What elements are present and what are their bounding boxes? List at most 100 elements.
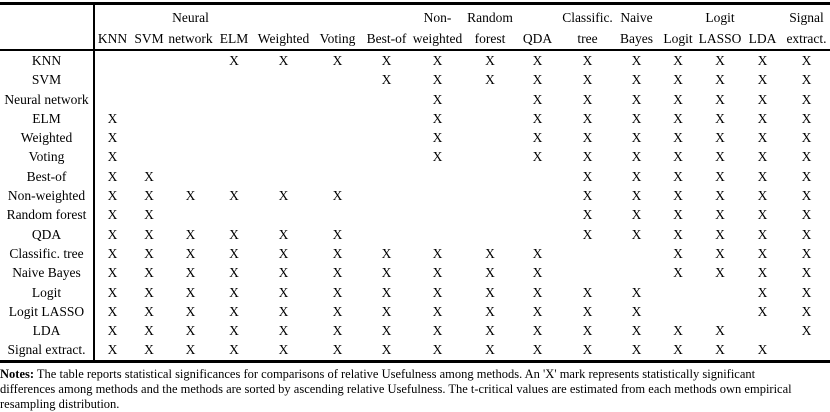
significance-mark-cell: X: [715, 149, 725, 165]
significance-mark-cell: X: [144, 168, 154, 184]
row-label: QDA: [0, 224, 95, 244]
table-body: KNN X X X X X X X X X X X X X SVM X X X X X X X X X X Neural netw…: [0, 50, 830, 362]
column-header-line1-9: [515, 4, 560, 29]
significance-mark-cell: X: [485, 72, 495, 88]
significance-mark-cell: X: [229, 265, 239, 281]
significance-mark-cell: X: [332, 303, 343, 319]
significance-mark-cell: X: [144, 188, 154, 204]
significance-mark-cell: X: [801, 130, 812, 146]
column-header-5: Voting: [312, 28, 363, 51]
significance-mark-cell: X: [757, 284, 768, 300]
significance-mark-cell: X: [582, 188, 593, 204]
significance-mark-cell: X: [673, 91, 683, 107]
significance-mark-cell: X: [757, 303, 768, 319]
significance-mark-cell: X: [631, 207, 642, 223]
significance-mark-cell: X: [432, 265, 443, 281]
significance-mark-cell: X: [757, 207, 768, 223]
significance-mark-cell: X: [715, 245, 725, 261]
column-header-line1-12: [658, 4, 698, 29]
significance-mark-cell: X: [801, 188, 812, 204]
empty-cell: [363, 225, 410, 244]
significance-mark-cell: X: [432, 110, 443, 126]
significance-mark-cell: X: [673, 323, 683, 339]
significance-mark-cell: X: [532, 130, 543, 146]
significance-mark-cell: X: [144, 303, 154, 319]
significance-mark-cell: X: [757, 91, 768, 107]
significance-mark-cell: X: [673, 72, 683, 88]
table-notes: Notes: The table reports statistical sig…: [0, 367, 830, 412]
significance-mark-cell: X: [631, 72, 642, 88]
table-row: SVM X X X X X X X X X X: [0, 70, 830, 90]
empty-cell: [312, 90, 363, 109]
empty-cell: [363, 128, 410, 147]
significance-mark-cell: X: [673, 53, 683, 68]
empty-cell: [130, 109, 168, 128]
significance-mark-cell: X: [432, 245, 443, 261]
significance-mark-cell: X: [332, 188, 343, 204]
significance-mark-cell: X: [432, 284, 443, 300]
significance-mark-cell: X: [631, 323, 642, 339]
significance-mark-cell: X: [185, 323, 196, 339]
significance-mark-cell: X: [532, 284, 543, 300]
significance-mark-cell: X: [757, 226, 768, 242]
significance-mark-cell: X: [715, 226, 725, 242]
empty-cell: [168, 147, 213, 166]
significance-mark-cell: X: [229, 303, 239, 319]
empty-cell: [410, 186, 465, 205]
significance-mark-cell: X: [144, 245, 154, 261]
significance-mark-cell: X: [107, 245, 118, 261]
significance-mark-cell: X: [715, 168, 725, 184]
table-row: Voting X X X X X X X X X: [0, 147, 830, 167]
significance-mark-cell: X: [229, 53, 239, 68]
empty-cell: [465, 167, 515, 186]
empty-cell: [465, 90, 515, 109]
significance-mark-cell: X: [381, 303, 392, 319]
significance-mark-cell: X: [432, 53, 443, 68]
empty-cell: [312, 70, 363, 89]
empty-cell: [168, 128, 213, 147]
significance-mark-cell: X: [631, 188, 642, 204]
empty-cell: [168, 50, 213, 70]
significance-mark-cell: X: [582, 130, 593, 146]
empty-cell: [312, 167, 363, 186]
empty-cell: [213, 128, 255, 147]
significance-mark-cell: X: [532, 72, 543, 88]
significance-mark-cell: X: [107, 226, 118, 242]
empty-cell: [312, 109, 363, 128]
significance-mark-cell: X: [673, 207, 683, 223]
significance-mark-cell: X: [582, 149, 593, 165]
significance-mark-cell: X: [801, 284, 812, 300]
empty-cell: [168, 109, 213, 128]
significance-mark-cell: X: [631, 342, 642, 358]
significance-mark-cell: X: [801, 168, 812, 184]
significance-mark-cell: X: [673, 149, 683, 165]
significance-mark-cell: X: [757, 265, 768, 281]
empty-cell: [168, 205, 213, 224]
significance-mark-cell: X: [673, 342, 683, 358]
notes-line-2: differences among methods and the method…: [0, 381, 792, 396]
significance-mark-cell: X: [332, 342, 343, 358]
significance-mark-cell: X: [715, 91, 725, 107]
significance-mark-cell: X: [185, 284, 196, 300]
column-header-line1-1: [130, 4, 168, 29]
column-header-11: Bayes: [615, 28, 658, 51]
significance-mark-cell: X: [432, 149, 443, 165]
significance-mark-cell: X: [631, 303, 642, 319]
row-label: Non-weighted: [0, 186, 95, 206]
empty-cell: [363, 186, 410, 205]
notes-line-1: Notes: The table reports statistical sig…: [0, 367, 830, 382]
row-label: Neural network: [0, 89, 95, 109]
significance-mark-cell: X: [631, 91, 642, 107]
corner-cell: [0, 3, 95, 51]
significance-mark-cell: X: [144, 284, 154, 300]
significance-mark-cell: X: [582, 226, 593, 242]
row-label: Weighted: [0, 128, 95, 148]
significance-mark-cell: X: [381, 265, 392, 281]
significance-mark-cell: X: [757, 72, 768, 88]
significance-mark-cell: X: [485, 284, 495, 300]
significance-mark-cell: X: [757, 149, 768, 165]
empty-cell: [312, 147, 363, 166]
significance-mark-cell: X: [432, 342, 443, 358]
header-row-bottom: KNN SVM network ELM Weighted Voting Best-of wei…: [0, 28, 830, 51]
empty-cell: [465, 186, 515, 205]
